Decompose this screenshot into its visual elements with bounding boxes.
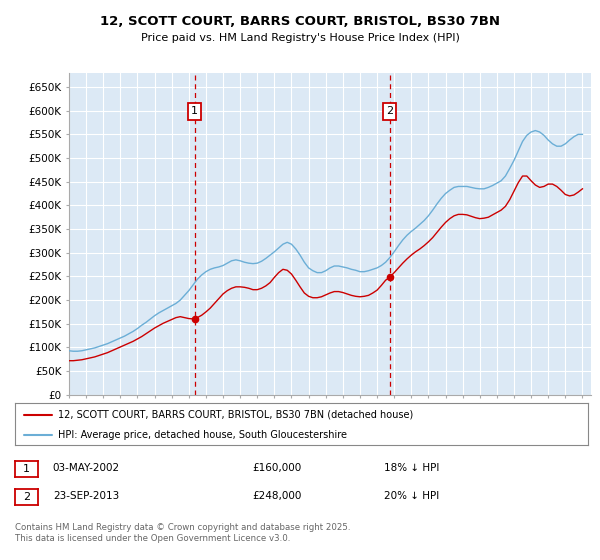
Text: Price paid vs. HM Land Registry's House Price Index (HPI): Price paid vs. HM Land Registry's House …	[140, 33, 460, 43]
Text: HPI: Average price, detached house, South Gloucestershire: HPI: Average price, detached house, Sout…	[58, 430, 347, 440]
Text: 18% ↓ HPI: 18% ↓ HPI	[384, 463, 439, 473]
Text: Contains HM Land Registry data © Crown copyright and database right 2025.
This d: Contains HM Land Registry data © Crown c…	[15, 524, 350, 543]
Text: 1: 1	[23, 464, 30, 474]
Text: 03-MAY-2002: 03-MAY-2002	[53, 463, 120, 473]
Text: 2: 2	[386, 106, 393, 116]
Text: 12, SCOTT COURT, BARRS COURT, BRISTOL, BS30 7BN (detached house): 12, SCOTT COURT, BARRS COURT, BRISTOL, B…	[58, 410, 413, 420]
Text: £248,000: £248,000	[252, 491, 301, 501]
Text: £160,000: £160,000	[252, 463, 301, 473]
Text: 23-SEP-2013: 23-SEP-2013	[53, 491, 119, 501]
Text: 1: 1	[191, 106, 198, 116]
Text: 12, SCOTT COURT, BARRS COURT, BRISTOL, BS30 7BN: 12, SCOTT COURT, BARRS COURT, BRISTOL, B…	[100, 15, 500, 28]
Text: 2: 2	[23, 492, 30, 502]
Text: 20% ↓ HPI: 20% ↓ HPI	[384, 491, 439, 501]
